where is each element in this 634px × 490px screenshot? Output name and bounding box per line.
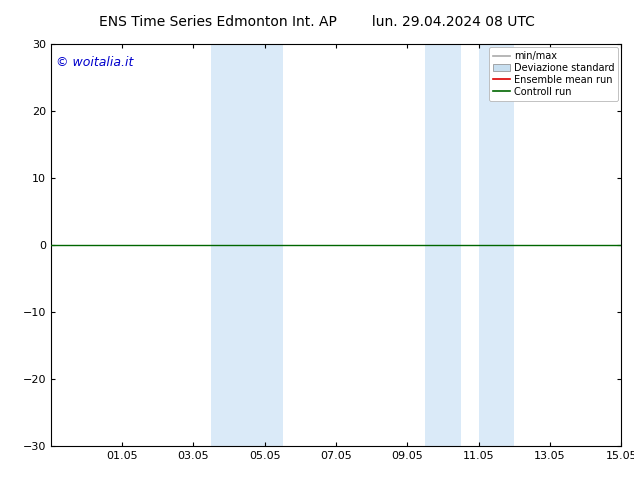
Bar bbox=[247, 44, 283, 446]
Text: © woitalia.it: © woitalia.it bbox=[56, 56, 134, 69]
Bar bbox=[425, 44, 461, 446]
Legend: min/max, Deviazione standard, Ensemble mean run, Controll run: min/max, Deviazione standard, Ensemble m… bbox=[489, 47, 618, 100]
Bar bbox=[479, 44, 514, 446]
Bar bbox=[211, 44, 247, 446]
Text: ENS Time Series Edmonton Int. AP        lun. 29.04.2024 08 UTC: ENS Time Series Edmonton Int. AP lun. 29… bbox=[99, 15, 535, 29]
